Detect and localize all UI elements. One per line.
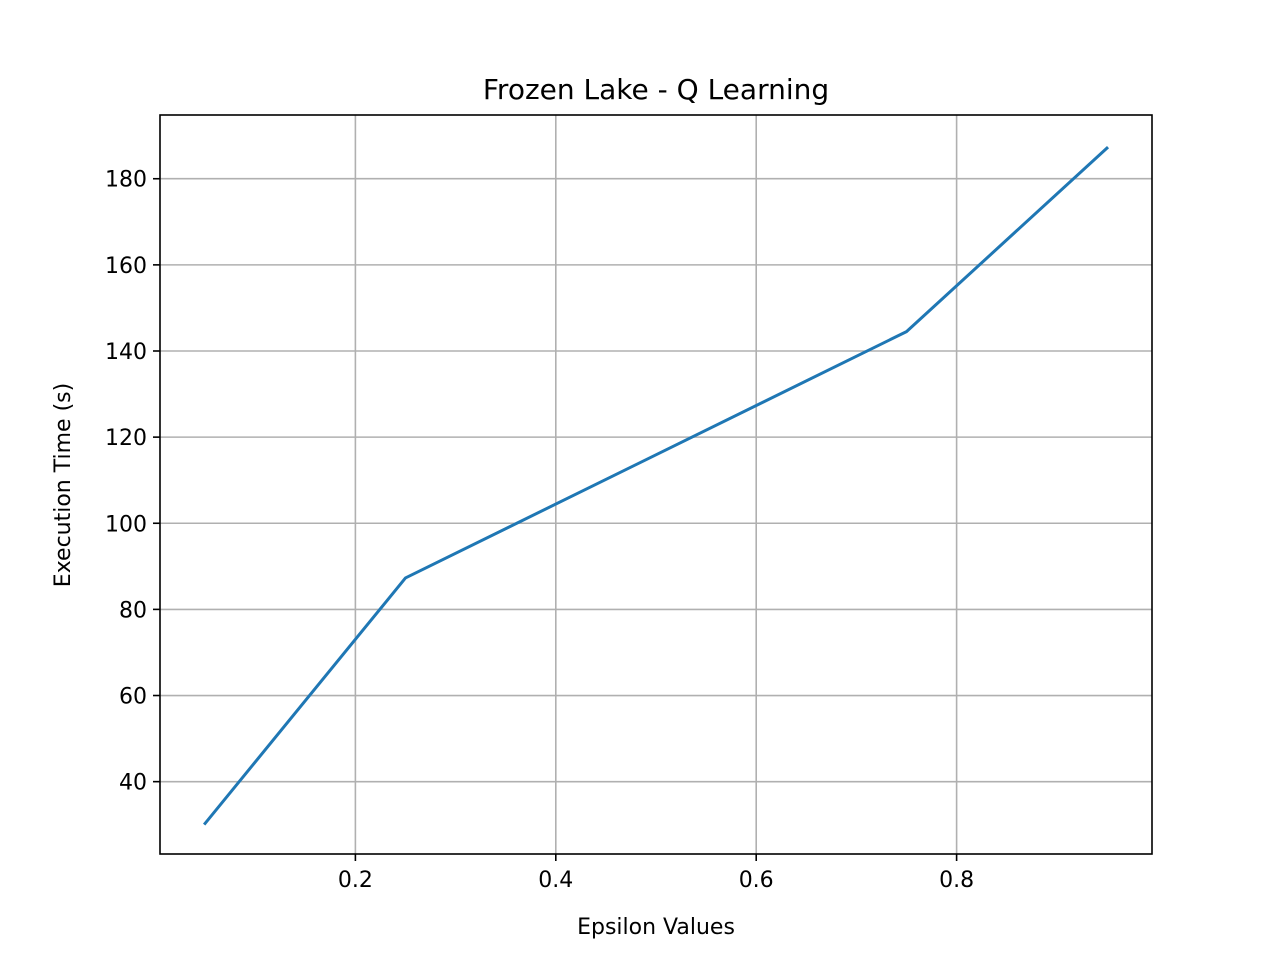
series-layer <box>202 146 1110 826</box>
x-axis-label: Epsilon Values <box>577 915 735 940</box>
chart-title: Frozen Lake - Q Learning <box>483 73 829 106</box>
x-axis-ticks: 0.2 0.4 0.6 0.8 <box>338 854 974 893</box>
y-grid-lines <box>160 177 1152 783</box>
x-grid-lines <box>354 115 958 854</box>
x-tick-label: 0.6 <box>739 868 774 893</box>
y-axis-ticks: 40 60 80 100 120 140 160 180 <box>105 168 160 796</box>
y-tick-label: 180 <box>105 168 147 193</box>
series-line-0 <box>202 146 1110 826</box>
x-tick-label: 0.2 <box>338 868 373 893</box>
axes-frame <box>159 114 1153 855</box>
x-tick-label: 0.8 <box>939 868 974 893</box>
y-tick-label: 120 <box>105 426 147 451</box>
y-tick-label: 100 <box>105 512 147 537</box>
y-tick-label: 160 <box>105 254 147 279</box>
y-tick-label: 80 <box>119 598 147 623</box>
y-axis-label: Execution Time (s) <box>51 383 76 587</box>
x-tick-label: 0.4 <box>538 868 573 893</box>
y-tick-label: 60 <box>119 685 147 710</box>
plot-area-background <box>160 115 1152 854</box>
y-tick-label: 140 <box>105 340 147 365</box>
y-tick-label: 40 <box>119 771 147 796</box>
